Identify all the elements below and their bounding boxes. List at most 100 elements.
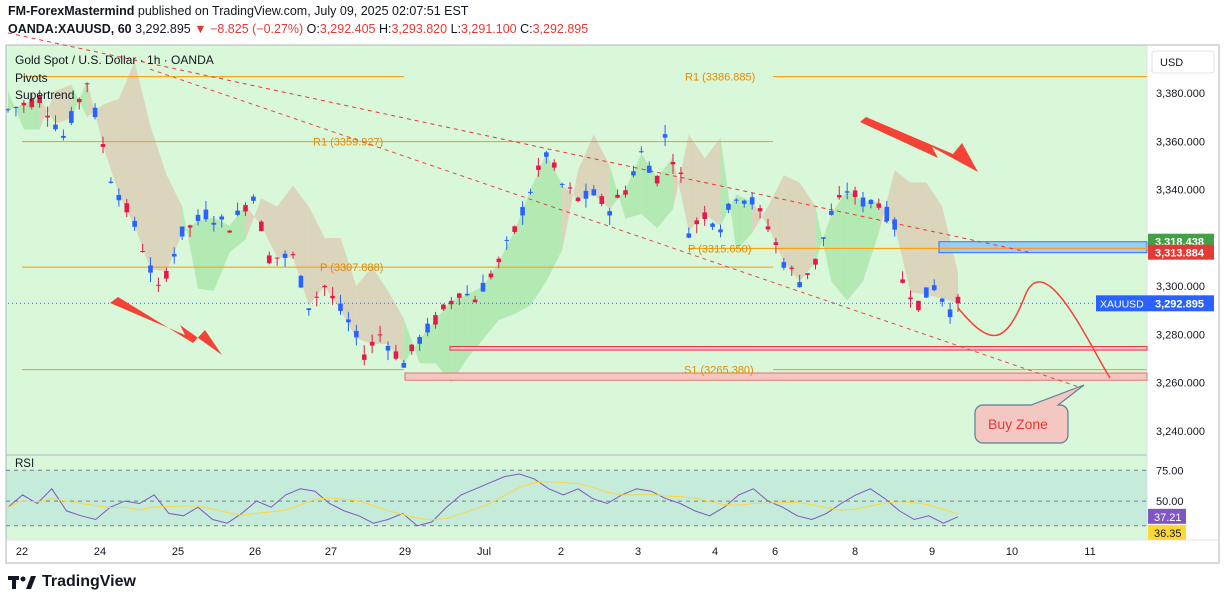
candle-body <box>13 107 19 109</box>
support-zone-lower[interactable] <box>404 372 1148 381</box>
price-change: ▼ −8.825 (−0.27%) <box>194 22 304 36</box>
candle-body <box>45 115 50 118</box>
open-value: 3,292.405 <box>319 22 376 36</box>
supertrend-segment <box>546 153 563 282</box>
candle-body <box>456 293 462 298</box>
supertrend-segment <box>134 61 151 270</box>
candle-body <box>76 98 82 103</box>
candle-body <box>773 242 779 245</box>
time-axis[interactable]: 22 24 25 26 27 29 Jul 2 3 4 6 8 9 10 11 <box>16 546 1096 558</box>
candle-body <box>179 226 185 237</box>
candle-body <box>480 282 486 292</box>
last-price-value: 3,292.895 <box>1155 298 1204 310</box>
close-label: C: <box>520 22 533 36</box>
trend-line-upper[interactable] <box>7 32 1031 253</box>
candle-body <box>726 203 731 210</box>
supertrend-segment <box>388 291 404 364</box>
price-marker-value: 3,313.884 <box>1155 248 1205 260</box>
rsi-line[interactable] <box>7 473 959 527</box>
supertrend-segment <box>783 175 800 282</box>
supertrend-segment <box>926 182 943 299</box>
time-tick-label: 8 <box>852 546 858 558</box>
candle-body <box>607 211 612 216</box>
pivot-label: P (3307.888) <box>320 262 383 274</box>
rsi-legend[interactable]: RSI <box>15 458 34 470</box>
buy-zone-callout[interactable] <box>974 384 1085 444</box>
candle-body <box>892 219 897 230</box>
candle-body <box>409 344 415 352</box>
pivot-lines: R1 (3386.885) R1 (3359.927) P (3315.650) P … <box>22 72 1147 377</box>
candle-body <box>718 229 723 233</box>
candle-body <box>821 237 826 239</box>
supertrend-segment <box>498 230 515 320</box>
close-value: 3,292.895 <box>532 22 589 36</box>
candle-body <box>678 172 684 175</box>
candle-body <box>939 298 945 302</box>
candle-body <box>805 273 810 275</box>
chart-frame <box>5 44 1220 564</box>
candle-body <box>694 220 700 225</box>
supertrend-segment <box>657 157 673 229</box>
supertrend-segment <box>277 185 293 258</box>
candle-body <box>931 285 937 291</box>
resistance-zone[interactable] <box>938 241 1148 254</box>
down-arrow-right[interactable] <box>860 117 978 172</box>
candle-body <box>195 214 201 221</box>
candle-body <box>615 194 620 198</box>
supertrend-segment <box>720 137 737 250</box>
candle-body <box>710 223 715 227</box>
pivot-label: S1 (3265.380) <box>684 365 754 377</box>
tradingview-footer[interactable]: TradingView <box>8 573 136 591</box>
candle-body <box>338 303 343 311</box>
candle-body <box>599 196 605 205</box>
candle-body <box>472 299 478 303</box>
time-tick-label: 24 <box>94 546 106 558</box>
support-zone-upper[interactable] <box>449 345 1148 351</box>
candle-body <box>464 293 470 296</box>
candle-body <box>354 330 359 338</box>
candle-body <box>583 190 589 199</box>
low-label: L: <box>450 22 461 36</box>
down-arrow-left[interactable] <box>110 297 222 355</box>
candle-body <box>749 197 755 205</box>
high-label: H: <box>378 22 392 36</box>
candle-body <box>298 275 304 288</box>
supertrend-segment <box>641 153 658 229</box>
author-name[interactable]: FM-ForexMastermind <box>8 4 135 18</box>
legend-pivots[interactable]: Pivots <box>15 71 48 85</box>
publish-info: FM-ForexMastermind published on TradingV… <box>8 4 468 18</box>
time-tick-label: 29 <box>399 546 411 558</box>
supertrend-segment <box>942 206 958 304</box>
candle-body <box>670 161 676 165</box>
price-axis[interactable]: 3,380.0003,360.0003,340.0003,320.0003,30… <box>1096 88 1214 438</box>
candle-body <box>187 225 193 228</box>
last-price-tag <box>1148 295 1214 312</box>
candle-body <box>361 354 367 360</box>
price-tick-label: 3,260.000 <box>1156 378 1205 390</box>
trend-line-lower[interactable] <box>149 68 1081 388</box>
candle-body <box>203 209 209 220</box>
candle-body <box>852 190 858 197</box>
legend-title[interactable]: Gold Spot / U.S. Dollar · 1h · OANDA <box>15 53 214 67</box>
candle-body <box>639 151 644 153</box>
price-tick-label: 3,380.000 <box>1156 88 1205 100</box>
candle-body <box>346 319 351 323</box>
candle-body <box>21 102 27 106</box>
candle-body <box>401 362 407 368</box>
rsi-ma-line[interactable] <box>7 481 959 521</box>
candle-body <box>53 124 58 130</box>
supertrend-segment <box>340 237 357 339</box>
candle-body <box>702 212 707 219</box>
high-value: 3,293.820 <box>391 22 448 36</box>
candle-body <box>947 309 953 318</box>
candle-body <box>29 98 35 108</box>
candle-body <box>116 194 122 201</box>
symbol-label: OANDA:XAUUSD, 60 <box>8 22 132 36</box>
candle-body <box>140 251 145 253</box>
time-tick-label: Jul <box>477 546 491 558</box>
currency-button[interactable] <box>1151 50 1215 74</box>
legend-supertrend[interactable]: Supertrend <box>15 88 74 102</box>
projection-curve[interactable] <box>957 281 1111 379</box>
supertrend-segment <box>182 206 198 289</box>
